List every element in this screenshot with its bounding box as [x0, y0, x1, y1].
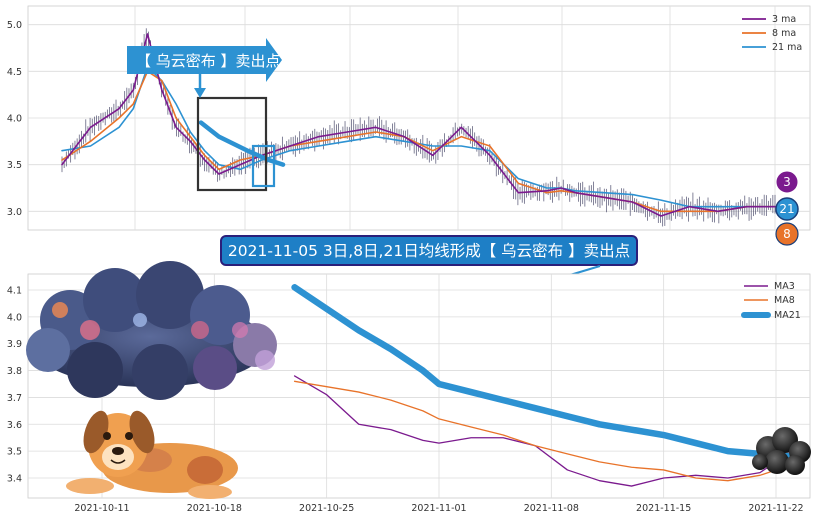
badge-21-label: 21	[779, 202, 794, 216]
bottom-series-MA21	[291, 284, 796, 460]
callout-arrow: 【 乌云密布 】卖出点	[127, 38, 282, 98]
bottom-y-tick-label: 3.4	[7, 474, 22, 485]
legend-label-MA8: MA8	[774, 295, 795, 306]
bottom-y-tick-label: 3.8	[7, 366, 22, 377]
dog-illustration	[66, 410, 238, 499]
badge-8-label: 8	[783, 227, 791, 241]
badge-8	[775, 222, 799, 246]
legend-label-MA3: MA3	[774, 281, 795, 292]
legend-label-3ma: 3 ma	[772, 14, 796, 25]
top-y-tick-label: 3.0	[7, 207, 22, 218]
callout-text: 【 乌云密布 】卖出点	[136, 52, 281, 70]
dark-cloud-icon	[752, 427, 811, 475]
legend-label-21ma: 21 ma	[772, 42, 802, 53]
top-y-tick-label: 5.0	[7, 20, 22, 31]
pattern-highlight-box	[196, 96, 268, 192]
top-y-ticks: 3.0 3.5 4.0 4.5 5.0	[7, 20, 22, 218]
bottom-x-tick-label: 2021-11-15	[636, 503, 691, 514]
banner-text: 2021-11-05 3日,8日,21日均线形成【 乌云密布 】卖出点	[228, 242, 630, 260]
top-y-tick-label: 4.5	[7, 67, 22, 78]
bottom-legend: MA3 MA8 MA21	[741, 281, 801, 321]
bottom-y-ticks: 3.4 3.5 3.6 3.7 3.8 3.9 4.0 4.1	[7, 286, 22, 485]
top-legend: 3 ma 8 ma 21 ma	[742, 14, 802, 53]
bottom-y-tick-label: 3.6	[7, 420, 22, 431]
storm-cloud-icon	[26, 261, 277, 400]
badge-21	[775, 197, 799, 221]
badge-3-label: 3	[783, 175, 791, 189]
bottom-y-tick-label: 4.0	[7, 312, 22, 323]
bottom-x-tick-label: 2021-11-08	[524, 503, 579, 514]
banner-box	[220, 235, 638, 266]
top-series-3-ma	[61, 33, 776, 217]
bottom-x-tick-label: 2021-11-01	[411, 503, 466, 514]
bottom-y-tick-label: 4.1	[7, 286, 22, 297]
bottom-x-tick-label: 2021-10-25	[299, 503, 354, 514]
legend-label-8ma: 8 ma	[772, 28, 796, 39]
callout-pointer-head	[194, 88, 206, 98]
cross-highlight-box	[251, 144, 276, 188]
bottom-y-tick-label: 3.9	[7, 339, 22, 350]
ma-badges: 3 21 8	[775, 170, 799, 246]
bottom-x-tick-label: 2021-10-11	[74, 503, 129, 514]
signal-banner: 2021-11-05 3日,8日,21日均线形成【 乌云密布 】卖出点	[220, 235, 638, 286]
top-grid	[28, 6, 810, 230]
badge-3	[775, 170, 799, 194]
bottom-y-tick-label: 3.5	[7, 447, 22, 458]
bottom-y-tick-label: 3.7	[7, 393, 22, 404]
callout-arrow-shape	[127, 38, 282, 82]
bottom-ma-lines	[291, 284, 796, 487]
top-chart: 3.0 3.5 4.0 4.5 5.0 【 乌云密布 】卖出点 3 ma 8 ma 21…	[7, 5, 811, 246]
bottom-series-MA8	[293, 380, 793, 482]
top-y-tick-label: 4.0	[7, 114, 22, 125]
bottom-x-tick-label: 2021-10-18	[187, 503, 242, 514]
legend-label-MA21: MA21	[774, 310, 801, 321]
bottom-x-tick-label: 2021-11-22	[748, 503, 803, 514]
bottom-x-ticks: 2021-10-11 2021-10-18 2021-10-25 2021-11-01…	[74, 503, 803, 514]
top-y-tick-label: 3.5	[7, 160, 22, 171]
